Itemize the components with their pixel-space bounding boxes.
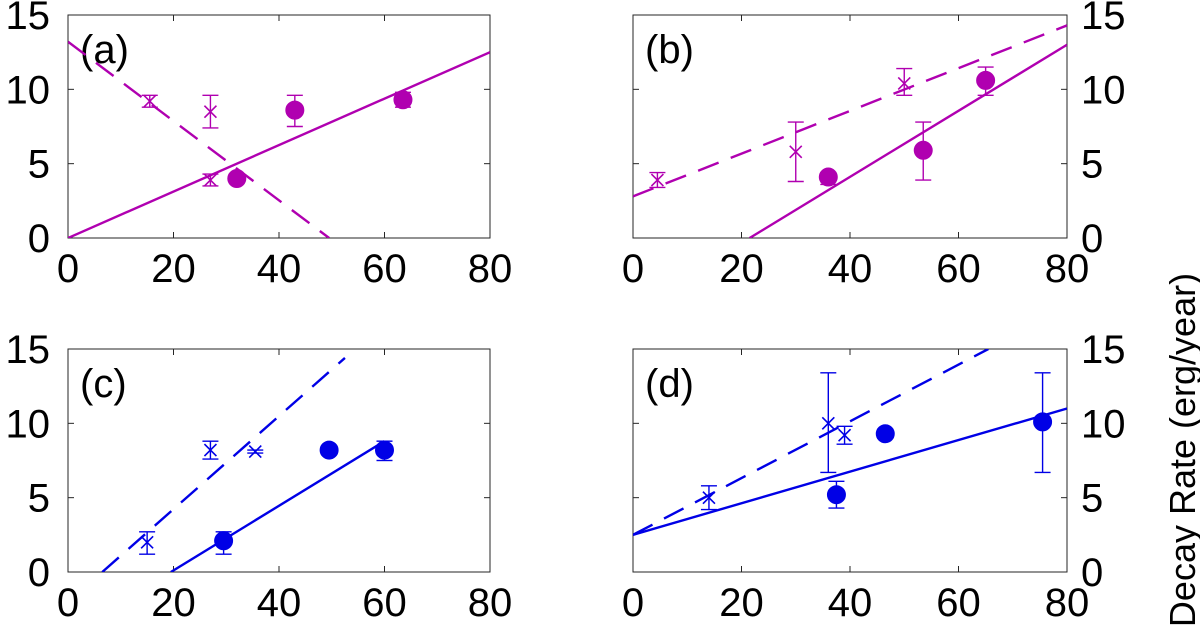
panel-4-label: (d) xyxy=(645,362,694,406)
panel-4-y-tick-label: 5 xyxy=(1081,477,1103,521)
panel-4-dashed-fit-line xyxy=(633,349,989,536)
panel-4-circle-point xyxy=(875,424,895,444)
panel-2-axes-box xyxy=(632,14,1068,239)
panel-1-axes-box xyxy=(67,14,491,239)
panel-4-x-tick-label: 40 xyxy=(828,581,873,625)
panel-4-x-tick-label: 60 xyxy=(936,581,981,625)
panel-3-x-tick-label: 80 xyxy=(468,581,513,625)
panel-4-cross-point xyxy=(838,428,852,442)
panel-4-solid-fit-line xyxy=(633,407,1067,536)
panel-1-dashed-fit-line xyxy=(68,40,330,238)
panel-3-y-tick-label: 10 xyxy=(6,402,51,446)
panel-4-circle-point xyxy=(826,485,846,505)
panel-2-cross-point xyxy=(897,76,911,90)
panel-2-circle-point xyxy=(818,167,838,187)
panel-1-solid-fit-line xyxy=(68,51,490,238)
panel-3-circle-point xyxy=(214,531,234,551)
panel-3-circle-point xyxy=(375,440,394,460)
panel-4-cross-point xyxy=(702,491,716,505)
panel-1-y-tick-label: 5 xyxy=(28,143,50,187)
panel-2-circle-point xyxy=(913,140,933,160)
panel-2-x-tick-label: 80 xyxy=(1045,247,1090,291)
panel-1: 0 20 40 60 80 0 5 10 15 (a) xyxy=(6,0,513,291)
right-y-axis-label: Decay Rate (erg/year) xyxy=(1162,273,1200,627)
panel-1-y-tick-label: 10 xyxy=(6,68,51,112)
panel-4-axes-box xyxy=(632,348,1068,573)
panel-3-x-tick-label: 40 xyxy=(257,581,302,625)
panel-1-cross-point xyxy=(203,105,217,119)
panel-2-y-tick-label: 15 xyxy=(1081,0,1126,38)
panel-3-label: (c) xyxy=(80,362,127,406)
panel-1-x-tick-label: 40 xyxy=(257,247,302,291)
panel-4-y-tick-label: 15 xyxy=(1081,328,1126,372)
panel-2-cross-point xyxy=(789,145,803,159)
panel-2-cross-point xyxy=(650,173,664,187)
panel-2-circle-point xyxy=(976,70,996,90)
panel-2-error-bar xyxy=(896,67,913,96)
panel-3-y-tick-label: 0 xyxy=(28,551,50,595)
panel-2-dashed-fit-line xyxy=(633,24,1067,198)
panel-4-y-tick-label: 10 xyxy=(1081,402,1126,446)
panel-1-y-tick-label: 15 xyxy=(6,0,51,38)
panel-1-circle-point xyxy=(227,169,247,189)
panel-2-label: (b) xyxy=(645,28,694,72)
panel-3: 0 20 40 60 80 0 5 10 15 (c) xyxy=(6,328,513,625)
panel-2-x-tick-label: 60 xyxy=(936,247,981,291)
panel-1-x-tick-label: 0 xyxy=(57,247,79,291)
panel-2-solid-fit-line xyxy=(749,43,1067,238)
panel-1-label: (a) xyxy=(80,28,129,72)
panel-4-cross-point xyxy=(821,416,835,430)
panel-4-y-tick-label: 0 xyxy=(1081,551,1103,595)
panel-1-x-tick-label: 60 xyxy=(362,247,407,291)
panel-1-circle-point xyxy=(393,90,413,110)
panel-3-y-tick-label: 15 xyxy=(6,328,51,372)
panel-4-x-tick-label: 80 xyxy=(1045,581,1090,625)
panel-1-circle-point xyxy=(285,100,305,120)
panel-3-dashed-fit-line xyxy=(101,357,346,572)
panel-3-cross-point xyxy=(203,443,217,457)
panel-3-fits xyxy=(101,357,386,572)
panel-3-x-tick-label: 0 xyxy=(57,581,79,625)
panel-1-cross-point xyxy=(143,94,157,108)
panel-1-cross-point xyxy=(203,173,217,187)
panel-2-y-tick-label: 0 xyxy=(1081,217,1103,261)
panel-3-axes-box xyxy=(67,348,491,573)
panel-4-fits xyxy=(633,349,1067,536)
panel-1-x-tick-label: 80 xyxy=(468,247,513,291)
panel-4-x-tick-label: 0 xyxy=(622,581,644,625)
panel-3-y-tick-label: 5 xyxy=(28,477,50,521)
panel-1-fits xyxy=(68,40,490,238)
panel-1-y-tick-label: 0 xyxy=(28,217,50,261)
panel-3-x-tick-label: 60 xyxy=(362,581,407,625)
panel-3-solid-fit-line xyxy=(170,440,386,572)
panel-2-y-tick-label: 10 xyxy=(1081,68,1126,112)
panel-2-fits xyxy=(633,24,1067,238)
panel-3-cross-point xyxy=(248,445,262,459)
panel-2-x-tick-label: 20 xyxy=(719,247,764,291)
panel-2-y-tick-label: 5 xyxy=(1081,143,1103,187)
panel-4-circle-point xyxy=(1033,412,1053,432)
panel-2-x-tick-label: 0 xyxy=(622,247,644,291)
panel-4-x-tick-label: 20 xyxy=(719,581,764,625)
panel-1-x-tick-label: 20 xyxy=(151,247,196,291)
panel-3-circle-point xyxy=(319,440,339,460)
panel-2-x-tick-label: 40 xyxy=(828,247,873,291)
panel-3-x-tick-label: 20 xyxy=(151,581,196,625)
panel-3-cross-point xyxy=(140,535,154,549)
